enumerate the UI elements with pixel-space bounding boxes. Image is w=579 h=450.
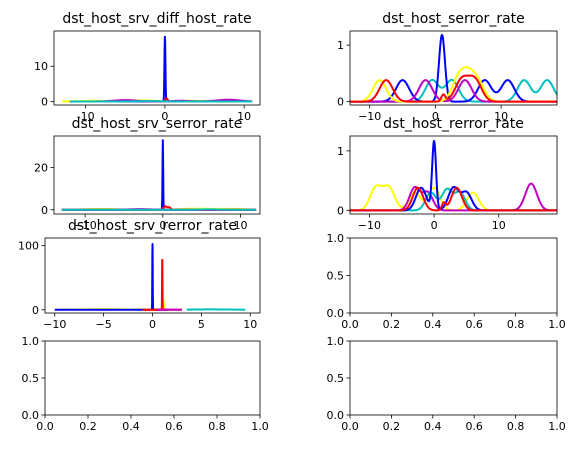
- y-tick-label: 0.0: [22, 409, 40, 422]
- x-tick-label: 0.2: [383, 420, 401, 433]
- x-tick-label: 0.0: [341, 318, 359, 331]
- subplot-3: −10 0 10 0 1 dst_host_rerror_rate: [337, 116, 558, 232]
- x-tick-label: 0.2: [383, 318, 401, 331]
- subplot-title: dst_host_serror_rate: [382, 11, 525, 27]
- y-tick-label: 1.0: [22, 335, 40, 348]
- x-tick-label: −5: [96, 318, 112, 331]
- series-line-0: [53, 299, 167, 311]
- x-tick-label: 5: [198, 318, 205, 331]
- y-tick-label: 0: [337, 204, 344, 217]
- x-tick-label: 0: [432, 110, 439, 123]
- x-tick-label: 0.6: [465, 318, 483, 331]
- x-tick-label: 10: [237, 110, 251, 123]
- axes-frame: [53, 30, 261, 106]
- series-group: [53, 242, 247, 311]
- x-tick-label: 0.8: [208, 420, 226, 433]
- x-tick-label: 0.8: [507, 318, 525, 331]
- y-tick-label: 0.5: [327, 372, 345, 385]
- series-line-3: [350, 140, 557, 212]
- series-line-0: [61, 139, 257, 211]
- subplot-title: dst_host_srv_diff_host_rate: [62, 11, 251, 27]
- axes-frame: [349, 237, 558, 314]
- y-tick-label: 1.0: [327, 335, 345, 348]
- x-tick-label: 0.6: [465, 420, 483, 433]
- x-tick-label: 0.4: [122, 420, 140, 433]
- y-tick-label: 0: [337, 96, 344, 109]
- y-tick-label: 0.0: [327, 409, 345, 422]
- y-tick-label: 20: [34, 162, 48, 175]
- y-tick-label: 1: [337, 39, 344, 52]
- series-line-4: [350, 74, 557, 103]
- x-tick-label: 0.4: [424, 420, 442, 433]
- x-tick-label: 0: [161, 110, 168, 123]
- y-tick-label: 1.0: [327, 232, 345, 245]
- subplot-2: −10 0 10 0 20 dst_host_srv_serror_rate: [34, 116, 261, 232]
- x-tick-label: −10: [358, 110, 381, 123]
- series-group: [350, 33, 557, 103]
- subplot-7: 0.0 0.2 0.4 0.6 0.8 1.0 0.0 0.5 1.0: [327, 335, 566, 433]
- x-tick-label: 10: [243, 318, 257, 331]
- y-tick-label: 0.5: [22, 372, 40, 385]
- series-group: [61, 139, 257, 211]
- series-line-0: [69, 35, 253, 103]
- series-line-0: [350, 184, 557, 212]
- x-tick-label: 0: [159, 219, 166, 232]
- x-tick-label: 0.6: [165, 420, 183, 433]
- x-tick-label: 0: [431, 219, 438, 232]
- subplot-title: dst_host_srv_serror_rate: [72, 116, 243, 132]
- y-tick-label: 100: [18, 240, 39, 253]
- axes-frame: [349, 340, 558, 416]
- x-tick-label: −10: [43, 318, 66, 331]
- x-tick-label: 0: [149, 318, 156, 331]
- x-tick-label: 10: [494, 110, 508, 123]
- subplot-0: -10 0 10 0 10 dst_host_srv_diff_host_rate: [34, 11, 261, 123]
- x-tick-label: 10: [492, 219, 506, 232]
- series-group: [61, 35, 253, 103]
- series-line-1: [53, 242, 168, 311]
- y-tick-label: 0: [32, 304, 39, 317]
- y-tick-label: 0: [41, 95, 48, 108]
- x-tick-label: 0.8: [507, 420, 525, 433]
- subplot-1: −10 0 10 0 1 dst_host_serror_rate: [337, 11, 558, 123]
- x-tick-label: 1.0: [251, 420, 269, 433]
- x-tick-label: 0.0: [341, 420, 359, 433]
- x-tick-label: 10: [234, 219, 248, 232]
- subplot-5: 0.0 0.2 0.4 0.6 0.8 1.0 0.0 0.5 1.0: [327, 232, 566, 331]
- axes-frame: [349, 30, 558, 106]
- x-tick-label: −10: [358, 219, 381, 232]
- series-line-4: [350, 186, 557, 212]
- x-tick-label: -10: [77, 110, 95, 123]
- y-tick-label: 1: [337, 145, 344, 158]
- x-tick-label: 1.0: [548, 318, 566, 331]
- subplot-title: dst_host_rerror_rate: [383, 116, 524, 132]
- x-tick-label: 0.2: [79, 420, 97, 433]
- x-tick-label: 1.0: [548, 420, 566, 433]
- axes-frame: [53, 135, 261, 215]
- y-tick-label: 0.5: [327, 270, 345, 283]
- axes-frame: [349, 135, 558, 215]
- y-tick-label: 10: [34, 60, 48, 73]
- x-tick-label: 0.0: [36, 420, 54, 433]
- y-tick-label: 0: [41, 204, 48, 217]
- subplot-title: dst_host_srv_rerror_rate: [68, 218, 237, 234]
- subplot-6: 0.0 0.2 0.4 0.6 0.8 1.0 0.0 0.5 1.0: [22, 335, 269, 433]
- y-tick-label: 0.0: [327, 307, 345, 320]
- x-tick-label: 0.4: [424, 318, 442, 331]
- series-group: [350, 140, 557, 212]
- series-line-2: [141, 258, 183, 311]
- axes-frame: [44, 340, 261, 416]
- x-tick-label: −10: [73, 219, 96, 232]
